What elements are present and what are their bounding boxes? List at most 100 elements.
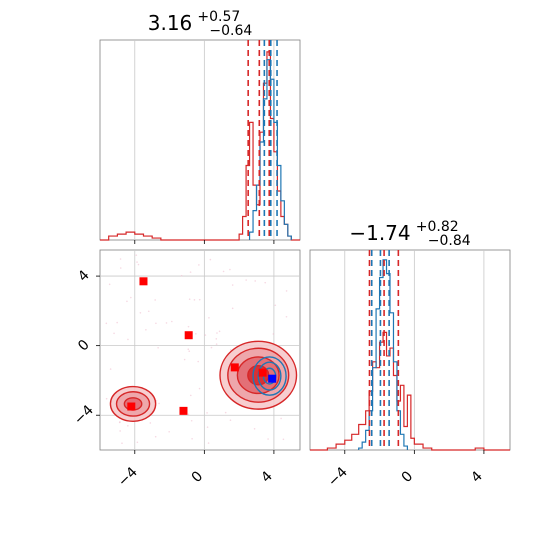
faint-sample-16 xyxy=(136,441,139,444)
faint-sample-45 xyxy=(105,322,108,325)
blue-marker-6 xyxy=(268,374,277,383)
faint-sample-69 xyxy=(105,397,108,400)
faint-sample-28 xyxy=(113,332,115,335)
faint-sample-24 xyxy=(218,330,221,333)
blue-contour-0-1 xyxy=(257,361,282,391)
y-tick-label-0: −4 xyxy=(71,402,97,428)
red-marker-3 xyxy=(258,368,267,377)
faint-sample-42 xyxy=(145,328,147,331)
faint-sample-67 xyxy=(180,274,183,277)
y-tick-label-2: 4 xyxy=(75,267,93,285)
panel-bottom-left-faint-samples xyxy=(105,254,288,445)
panel-top-left: 3.16 +0.57 −0.64 xyxy=(99,6,301,244)
x-tick-label-2: 4 xyxy=(258,468,276,486)
panel-bottom-right: −4 0 4 −1.74 +0.82 −0.84 xyxy=(309,216,511,490)
faint-sample-4 xyxy=(216,332,218,334)
faint-sample-74 xyxy=(118,421,121,424)
faint-sample-85 xyxy=(272,333,275,335)
title-value: −1.74 xyxy=(349,221,410,245)
faint-sample-78 xyxy=(187,325,190,328)
panel-bottom-left-frame xyxy=(99,249,301,451)
faint-sample-68 xyxy=(195,332,197,335)
panel-bottom-left-markers xyxy=(127,277,277,415)
faint-sample-86 xyxy=(198,387,201,390)
faint-sample-20 xyxy=(171,320,173,323)
faint-sample-34 xyxy=(154,299,156,301)
faint-sample-82 xyxy=(229,348,232,351)
title-minus: −0.84 xyxy=(428,233,471,249)
faint-sample-47 xyxy=(121,442,123,445)
panel-top-left-title: 3.16 +0.57 −0.64 xyxy=(148,6,253,39)
panel-bottom-right-title: −1.74 +0.82 −0.84 xyxy=(349,216,470,249)
faint-sample-9 xyxy=(210,346,213,349)
red-marker-2 xyxy=(230,363,239,372)
faint-sample-63 xyxy=(147,310,150,313)
x-tick-label-0: −4 xyxy=(115,464,141,490)
title-plus: +0.82 xyxy=(416,219,459,235)
faint-sample-66 xyxy=(222,270,225,273)
faint-sample-15 xyxy=(231,307,234,310)
x-tick-label-1: 0 xyxy=(399,468,417,486)
faint-sample-32 xyxy=(187,413,190,416)
faint-sample-81 xyxy=(127,425,129,427)
faint-sample-80 xyxy=(204,334,207,336)
faint-sample-46 xyxy=(215,338,218,340)
red-marker-0 xyxy=(139,277,148,286)
title-value: 3.16 xyxy=(148,11,193,35)
faint-sample-79 xyxy=(206,426,209,428)
red-marker-1 xyxy=(184,331,193,340)
faint-sample-2 xyxy=(188,350,191,353)
faint-sample-27 xyxy=(189,271,192,273)
panel-bottom-right-frame xyxy=(309,249,511,451)
faint-sample-30 xyxy=(285,315,288,318)
faint-sample-87 xyxy=(253,428,256,430)
faint-sample-84 xyxy=(191,437,193,440)
panel-bottom-right-histograms xyxy=(310,259,510,451)
faint-sample-23 xyxy=(193,299,196,301)
panel-top-left-ticks xyxy=(134,240,275,244)
x-tick-label-0: −4 xyxy=(325,464,351,490)
faint-sample-10 xyxy=(137,263,140,266)
faint-sample-89 xyxy=(224,411,227,414)
faint-sample-61 xyxy=(157,346,159,349)
faint-sample-38 xyxy=(280,417,282,420)
faint-sample-37 xyxy=(267,438,269,440)
faint-sample-51 xyxy=(274,304,277,307)
faint-sample-60 xyxy=(198,264,200,266)
faint-sample-57 xyxy=(119,258,122,260)
faint-sample-73 xyxy=(155,322,157,325)
faint-sample-48 xyxy=(190,419,193,422)
faint-sample-40 xyxy=(209,258,212,261)
faint-sample-7 xyxy=(198,298,201,301)
faint-sample-31 xyxy=(187,348,190,350)
faint-sample-70 xyxy=(189,394,192,397)
x-tick-label-2: 4 xyxy=(468,468,486,486)
faint-sample-75 xyxy=(119,267,122,269)
faint-sample-62 xyxy=(116,321,118,324)
faint-sample-5 xyxy=(158,402,160,405)
panel-bottom-left: −4 0 4 −4 0 4 xyxy=(71,249,301,490)
histogram-series-1 xyxy=(358,259,408,450)
faint-sample-77 xyxy=(109,368,112,370)
faint-sample-6 xyxy=(229,268,231,271)
faint-sample-49 xyxy=(215,343,218,345)
faint-sample-11 xyxy=(282,438,285,441)
panel-bottom-right-quantile-lines xyxy=(368,250,400,450)
faint-sample-65 xyxy=(135,254,138,256)
faint-sample-22 xyxy=(149,422,152,424)
faint-sample-41 xyxy=(165,322,168,324)
faint-sample-18 xyxy=(208,316,210,319)
x-tick-label-1: 0 xyxy=(189,468,207,486)
faint-sample-44 xyxy=(154,435,157,438)
faint-sample-0 xyxy=(197,360,199,363)
histogram-series-0 xyxy=(310,331,510,451)
faint-sample-88 xyxy=(207,442,210,444)
faint-sample-76 xyxy=(139,311,142,314)
panel-bottom-right-grid xyxy=(344,250,485,450)
red-marker-5 xyxy=(179,406,188,415)
faint-sample-26 xyxy=(130,296,132,299)
faint-sample-35 xyxy=(245,279,247,281)
panel-top-left-quantile-lines xyxy=(247,40,278,240)
blue-contour-0-0 xyxy=(252,356,287,396)
